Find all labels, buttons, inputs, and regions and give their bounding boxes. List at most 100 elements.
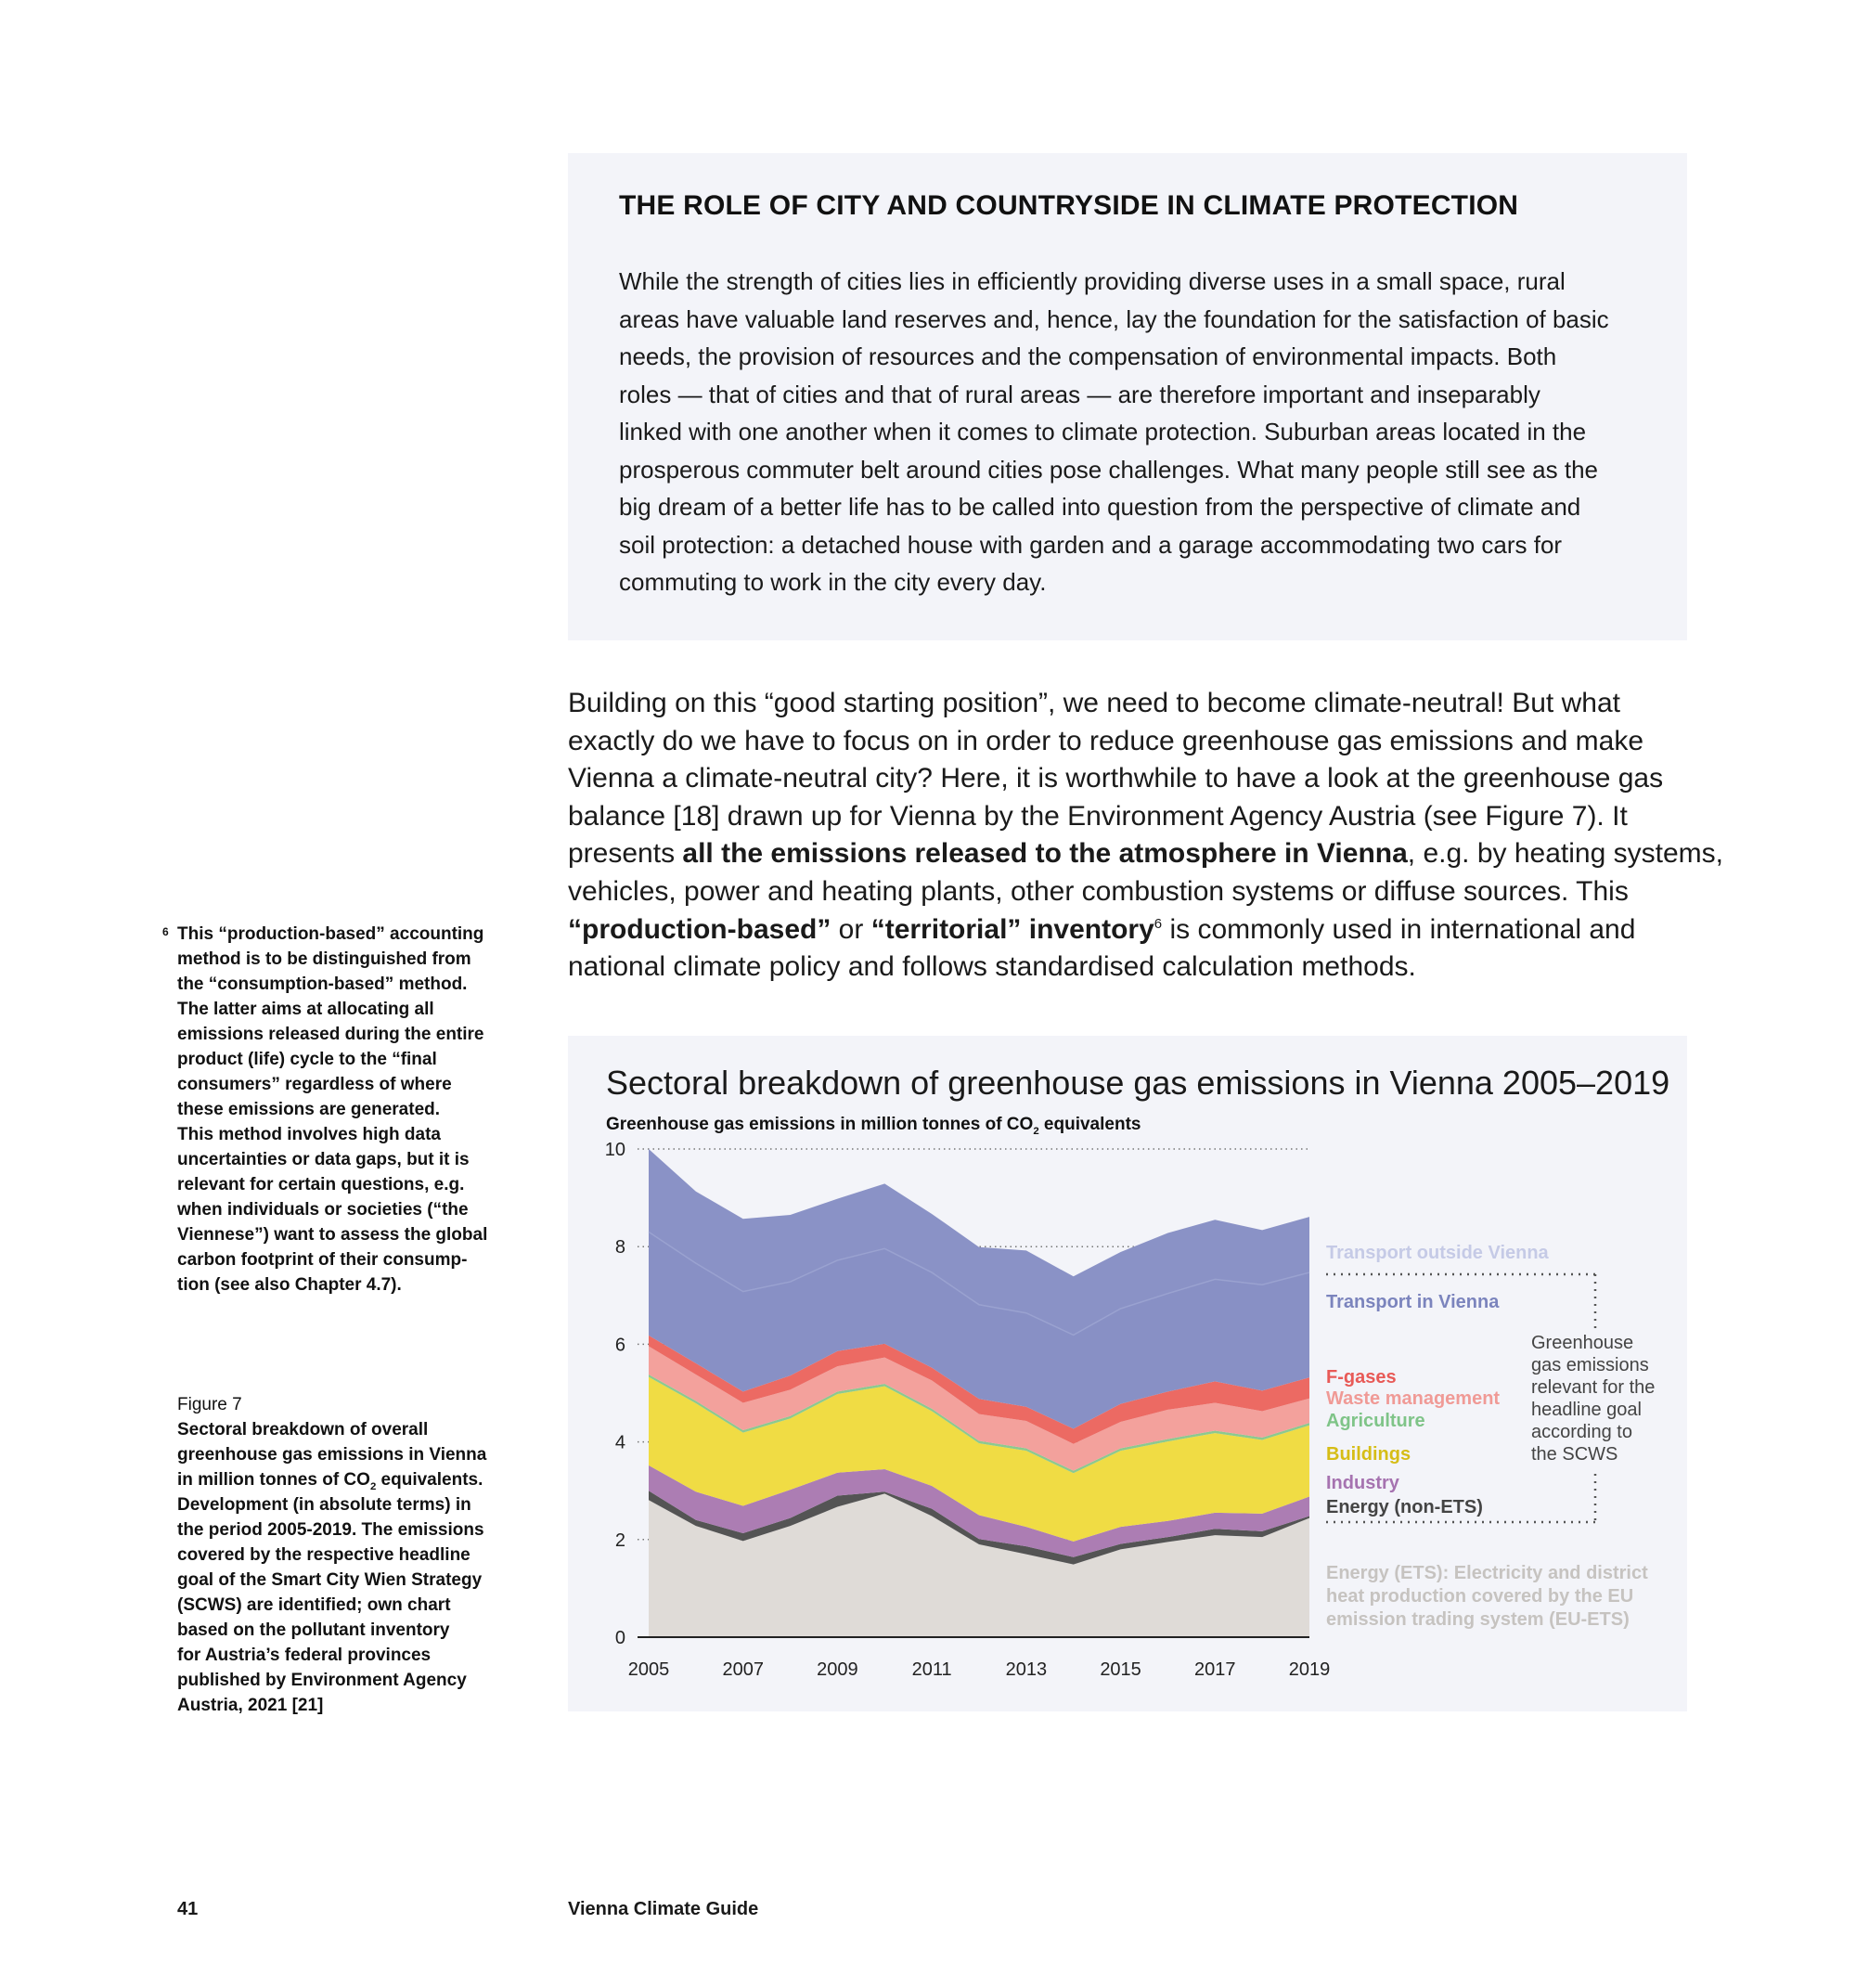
footer-title: Vienna Climate Guide: [568, 1899, 759, 1919]
area-energy-ets: [649, 1493, 1309, 1637]
x-tick-label: 2019: [1289, 1659, 1331, 1680]
footnote-line: method is to be distinguished from: [177, 949, 471, 969]
caption-line: the period 2005-2019. The emissions: [177, 1520, 484, 1540]
footnote-mark: 6: [162, 925, 169, 938]
legend-energy-ets-line: heat production covered by the EU: [1326, 1586, 1633, 1607]
paragraph-line: Building on this “good starting position…: [568, 688, 1620, 718]
caption-line: goal of the Smart City Wien Strategy: [177, 1570, 483, 1590]
caption-line: greenhouse gas emissions in Vienna: [177, 1445, 487, 1465]
area-industry: [649, 1465, 1309, 1557]
paragraph-line: Vienna a climate-neutral city? Here, it …: [568, 763, 1664, 794]
axes: 0 2 4 6 8 10 2005 2007 2009 2011 2013 2015 2017 2019: [605, 1140, 1331, 1680]
info-box-line: prosperous commuter belt around cities p…: [619, 455, 1599, 484]
caption-line: based on the pollutant inventory: [177, 1620, 450, 1640]
info-box: THE ROLE OF CITY AND COUNTRYSIDE IN CLIM…: [568, 153, 1687, 640]
x-tick-label: 2017: [1194, 1659, 1236, 1680]
subscript: 2: [369, 1480, 377, 1492]
y-tick-label: 2: [615, 1530, 625, 1551]
text: presents: [568, 838, 683, 870]
info-box-line: needs, the provision of resources and th…: [619, 342, 1557, 370]
legend-f-gases: F-gases: [1326, 1367, 1397, 1388]
area-transport-outside-vienna: [649, 1149, 1309, 1336]
scws-annotation-line: according to: [1531, 1422, 1632, 1442]
area-transport-in-vienna: [649, 1232, 1309, 1429]
x-tick-label: 2009: [817, 1659, 858, 1680]
caption-line: in million tonnes of CO2 equivalents.: [177, 1467, 530, 1492]
y-tick-label: 4: [615, 1433, 625, 1453]
area-energy-non-ets: [649, 1491, 1309, 1565]
legend-agriculture: Agriculture: [1326, 1411, 1425, 1431]
page-number: 41: [177, 1899, 199, 1919]
footnote-line: This method involves high data: [177, 1125, 441, 1144]
x-tick-label: 2011: [912, 1659, 952, 1680]
footnote-text: This “production-based” accounting metho…: [177, 922, 524, 1297]
subscript: 2: [1033, 1125, 1039, 1137]
bold-text: all the emissions released to the atmosp…: [682, 838, 1408, 870]
y-axis-label: Greenhouse gas emissions in million tonn…: [606, 1115, 1141, 1137]
legend-industry: Industry: [1326, 1473, 1400, 1493]
text: Greenhouse gas emissions in million tonn…: [606, 1115, 1034, 1134]
footnote-line: carbon footprint of their consump-: [177, 1250, 468, 1270]
paragraph-line: vehicles, power and heating plants, othe…: [568, 875, 1629, 907]
x-tick-label: 2007: [722, 1659, 764, 1680]
chart-panel: 0 2 4 6 8 10 2005 2007 2009 2011 2013 2015 2017 2019 …: [568, 1036, 1687, 1711]
scws-annotation-line: the SCWS: [1531, 1444, 1618, 1465]
footnote-line: emissions released during the entire: [177, 1025, 484, 1044]
scws-annotation-line: gas emissions: [1531, 1355, 1649, 1375]
scws-annotation-line: headline goal: [1531, 1400, 1642, 1420]
text: in million tonnes of CO: [177, 1470, 370, 1490]
text: or: [831, 913, 871, 945]
y-tick-label: 8: [615, 1237, 625, 1258]
legend-waste-management: Waste management: [1326, 1388, 1500, 1409]
caption-line: covered by the respective headline: [177, 1545, 470, 1565]
stacked-areas: [648, 1149, 1310, 1637]
y-tick-label: 6: [615, 1335, 625, 1355]
info-box-line: big dream of a better life has to be cal…: [619, 493, 1581, 521]
footnote-line: The latter aims at allocating all: [177, 1000, 434, 1019]
footnote-line: uncertainties or data gaps, but it is: [177, 1150, 470, 1169]
info-box-line: roles — that of cities and that of rural…: [619, 380, 1540, 408]
legend-buildings: Buildings: [1326, 1444, 1411, 1465]
figure-caption: Figure 7 Sectoral breakdown of overall g…: [177, 1392, 530, 1718]
legend: Transport outside Vienna Transport in Vi…: [1326, 1243, 1655, 1630]
footnote-line: consumers” regardless of where: [177, 1075, 452, 1094]
info-box-line: commuting to work in the city every day.: [619, 568, 1047, 596]
y-tick-label: 0: [615, 1628, 625, 1648]
info-box-line: soil protection: a detached house with g…: [619, 530, 1563, 559]
legend-energy-non-ets: Energy (non-ETS): [1326, 1497, 1483, 1517]
paragraph-line: balance [18] drawn up for Vienna by the …: [568, 800, 1628, 832]
footnote-line: tion (see also Chapter 4.7).: [177, 1275, 402, 1295]
text: equivalents.: [376, 1470, 483, 1490]
footnote-line: product (life) cycle to the “final: [177, 1050, 437, 1069]
info-box-line: linked with one another when it comes to…: [619, 418, 1587, 445]
info-box-body: While the strength of cities lies in eff…: [619, 263, 1609, 601]
legend-transport-in-vienna: Transport in Vienna: [1326, 1292, 1500, 1312]
legend-energy-ets-line: emission trading system (EU-ETS): [1326, 1609, 1630, 1630]
footnote-line: these emissions are generated.: [177, 1100, 441, 1119]
paragraph-line: national climate policy and follows stan…: [568, 951, 1416, 983]
caption-line: (SCWS) are identified; own chart: [177, 1595, 451, 1615]
figure-label: Figure 7: [177, 1395, 242, 1414]
area-f-gases: [649, 1335, 1309, 1444]
info-box-line: While the strength of cities lies in eff…: [619, 267, 1566, 295]
footnote-reference[interactable]: 6: [1154, 915, 1163, 932]
footnote: 6 This “production-based” accounting met…: [162, 922, 524, 1297]
text: , e.g. by heating systems,: [1407, 838, 1723, 870]
footnote-line: the “consumption-based” method.: [177, 975, 468, 994]
area-waste-management: [649, 1346, 1309, 1471]
paragraph-line: exactly do we have to focus on in order …: [568, 725, 1644, 756]
caption-line: Austria, 2021 [21]: [177, 1696, 324, 1715]
info-box-title: THE ROLE OF CITY AND COUNTRYSIDE IN CLIM…: [619, 190, 1519, 221]
legend-transport-outside: Transport outside Vienna: [1326, 1243, 1550, 1263]
x-tick-label: 2015: [1100, 1659, 1141, 1680]
body-paragraph: Building on this “good starting position…: [568, 685, 1723, 987]
text: is commonly used in international and: [1162, 913, 1636, 945]
footnote-line: relevant for certain questions, e.g.: [177, 1175, 465, 1194]
caption-line: Sectoral breakdown of overall: [177, 1420, 429, 1439]
bold-text: “production-based”: [568, 913, 831, 945]
transport-divider-line: [648, 1231, 1310, 1336]
scws-annotation-line: relevant for the: [1531, 1377, 1655, 1398]
x-tick-label: 2005: [628, 1659, 670, 1680]
scws-annotation-line: Greenhouse: [1531, 1333, 1633, 1353]
